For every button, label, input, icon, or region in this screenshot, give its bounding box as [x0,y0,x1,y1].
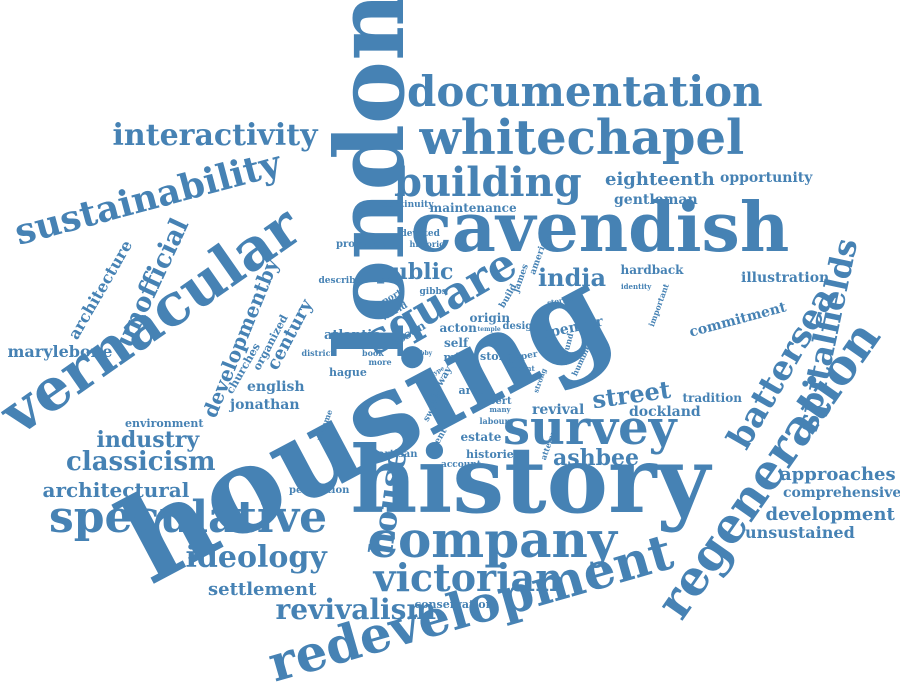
word-illustration: illustration [741,271,829,285]
word-revivalism: revivalism [276,596,437,624]
word-eighteenth: eighteenth [605,171,715,189]
word-industry: industry [97,429,200,451]
word-lobby: lobby [414,351,432,357]
word-describe: describe [319,277,362,286]
word-dockland: dockland [629,405,701,419]
word-estate: estate [461,431,502,443]
word-marylebone: marylebone [8,344,113,360]
word-mile: mile [444,352,471,363]
word-settlement: settlement [208,581,316,599]
word-victorian: victorian [374,559,563,597]
word-atlantic: atlantic [324,329,380,342]
word-revival: revival [532,403,584,417]
word-approaches: approaches [780,466,896,484]
word-documentation: documentation [407,71,763,113]
word-commitment: commitment [688,300,788,339]
word-building: building [394,163,582,203]
word-gibbs: gibbs [420,288,447,297]
word-self: self [444,337,468,349]
word-speculative: speculative [49,496,327,540]
word-english: english [247,380,305,394]
word-unsustained: unsustained [745,525,855,541]
word-account: account [441,461,481,470]
word-development: development [766,506,895,524]
word-interactivity: interactivity [113,121,318,151]
word-tradition: tradition [683,392,742,404]
word-public: public [377,261,454,283]
word-opportunity: opportunity [720,171,812,185]
word-conservation: conservation [415,599,494,610]
word-hague: hague [329,367,367,378]
word-ideology: ideology [186,543,327,573]
word-temple: temple [478,327,501,333]
word-architectural: architectural [43,480,190,500]
word-provision: provision [336,240,388,250]
word-devoted: devoted [401,230,440,239]
word-artisan: artisan [378,450,418,460]
word-labour: labour [480,417,509,425]
word-book: book [362,349,384,357]
word-many: many [490,406,511,413]
word-comprehensive: comprehensive [783,486,900,500]
word-histories: histories [466,449,520,460]
word-district: district [302,349,335,357]
word-more: more [369,358,392,366]
word-design: design [503,322,540,332]
word-perception: perception [289,486,349,496]
word-identity: identity [621,283,651,290]
word-india: india [538,266,606,290]
word-continuity: continuity [382,201,434,210]
word-historic: historic [410,240,445,248]
word-environment: environment [125,418,203,429]
word-hardback: hardback [621,264,684,276]
word-whitechapel: whitechapel [420,114,745,162]
word-area: area [459,385,486,396]
word-recent: recent [510,365,535,372]
word-maintenance: maintenance [430,202,517,214]
word-part: part [483,342,497,348]
word-jonathan: jonathan [230,398,300,412]
word-gentleman: gentleman [614,193,698,207]
word-ashbee: ashbee [553,447,639,469]
